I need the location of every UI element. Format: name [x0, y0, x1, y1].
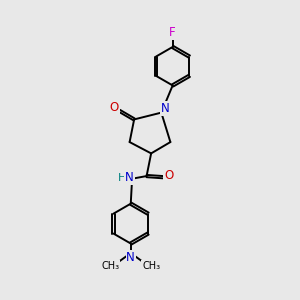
Text: CH₃: CH₃ [101, 260, 119, 271]
Text: O: O [110, 101, 119, 114]
Text: O: O [164, 169, 173, 182]
Text: F: F [169, 26, 176, 39]
Text: N: N [125, 171, 134, 184]
Text: CH₃: CH₃ [142, 260, 160, 271]
Text: H: H [118, 172, 126, 183]
Text: N: N [126, 250, 135, 264]
Text: N: N [161, 102, 170, 115]
